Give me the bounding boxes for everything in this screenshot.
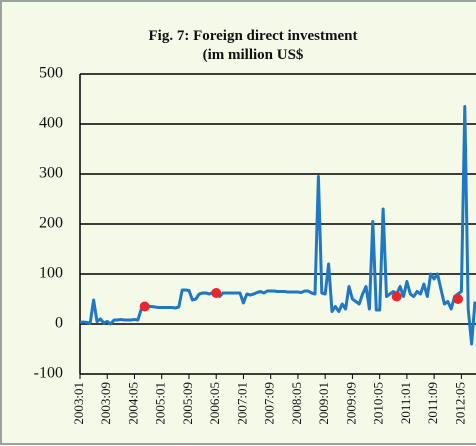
y-tick-label: 100 bbox=[39, 265, 63, 282]
x-tick-label: 2011:09 bbox=[425, 382, 440, 424]
y-tick-label: -100 bbox=[34, 365, 63, 382]
x-tick-label: 2009:01 bbox=[316, 382, 331, 425]
x-tick-label: 2005:09 bbox=[180, 382, 195, 425]
chart-title: Fig. 7: Foreign direct investment bbox=[149, 28, 358, 44]
x-tick-label: 2005:01 bbox=[153, 382, 168, 425]
x-tick-label: 2004:05 bbox=[125, 382, 140, 425]
y-tick-label: 300 bbox=[39, 165, 63, 182]
x-tick-label: 2003:01 bbox=[71, 382, 86, 425]
marker bbox=[139, 301, 150, 312]
marker bbox=[452, 294, 463, 304]
y-tick-label: 400 bbox=[39, 115, 63, 132]
x-tick-label: 2008:05 bbox=[289, 382, 304, 425]
x-tick-label: 2003:09 bbox=[98, 382, 113, 425]
y-tick-label: 0 bbox=[55, 315, 63, 332]
y-tick-label: 200 bbox=[39, 215, 63, 232]
x-tick-label: 2007:09 bbox=[262, 382, 277, 425]
x-tick-label: 2010:05 bbox=[371, 382, 386, 425]
x-tick-label: 2012:05 bbox=[452, 382, 467, 425]
x-tick-label: 2009:09 bbox=[343, 382, 358, 425]
x-tick-label: 2007:01 bbox=[234, 382, 249, 425]
chart-subtitle: (im million US$ bbox=[203, 47, 304, 63]
x-tick-label: 2006:05 bbox=[207, 382, 222, 425]
x-tick-label: 2011:01 bbox=[398, 382, 413, 424]
marker bbox=[391, 291, 402, 302]
y-tick-label: 500 bbox=[39, 65, 63, 82]
marker bbox=[211, 288, 222, 298]
